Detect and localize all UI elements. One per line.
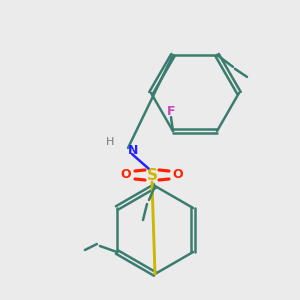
Text: H: H — [106, 137, 114, 147]
Text: O: O — [173, 169, 183, 182]
Text: F: F — [167, 105, 175, 118]
Text: N: N — [128, 143, 138, 157]
Text: S: S — [146, 167, 158, 182]
Text: O: O — [121, 169, 131, 182]
